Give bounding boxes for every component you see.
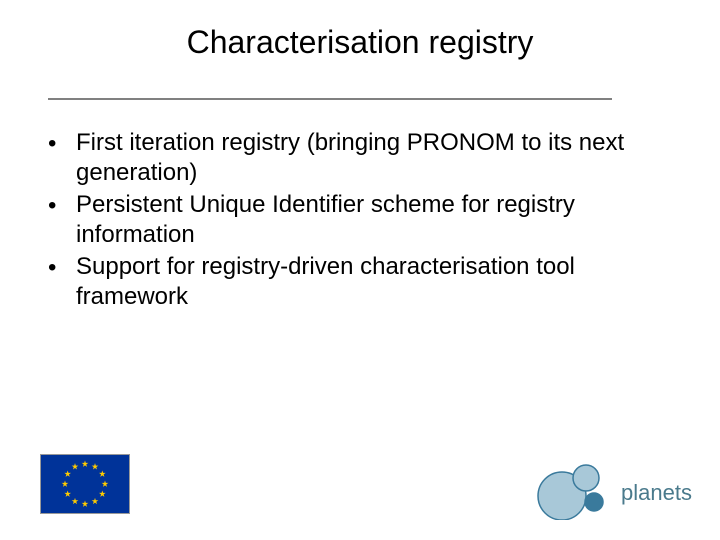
eu-flag-icon [40,454,130,514]
planets-logo-text: planets [621,480,692,506]
slide: Characterisation registry • First iterat… [0,0,720,540]
planets-logo: planets [516,460,696,520]
bullet-text: First iteration registry (bringing PRONO… [76,128,672,188]
list-item: • Persistent Unique Identifier scheme fo… [48,190,672,250]
bullet-text: Support for registry-driven characterisa… [76,252,672,312]
bullet-icon: • [48,252,76,284]
bullet-list: • First iteration registry (bringing PRO… [48,128,672,314]
list-item: • First iteration registry (bringing PRO… [48,128,672,188]
page-title: Characterisation registry [0,24,720,61]
bullet-text: Persistent Unique Identifier scheme for … [76,190,672,250]
bullet-icon: • [48,128,76,160]
bullet-icon: • [48,190,76,222]
list-item: • Support for registry-driven characteri… [48,252,672,312]
title-divider [48,98,612,100]
